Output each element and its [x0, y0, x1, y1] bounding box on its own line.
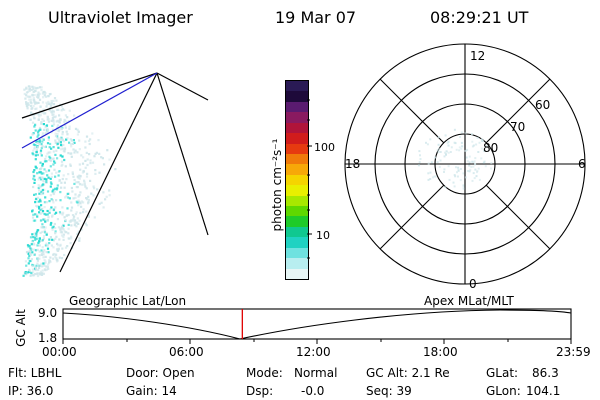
status-mode-value: Normal [294, 366, 338, 380]
status-glat-value: 86.3 [532, 366, 559, 380]
status-glat-label: GLat: [486, 366, 519, 380]
auroral-emission [22, 85, 117, 278]
colorbar-band [286, 195, 308, 207]
colorbar-band [286, 185, 308, 196]
color-scale-bar [285, 80, 309, 280]
status-dsp-label: Dsp: [246, 384, 274, 398]
colorbar-band [286, 216, 308, 227]
colorbar-band [286, 174, 308, 186]
status-seq: Seq: 39 [366, 384, 412, 398]
polar-label-6: 6 [578, 157, 586, 171]
status-ip: IP: 36.0 [8, 384, 54, 398]
polar-emission [417, 128, 493, 190]
date-readout: 19 Mar 07 [275, 8, 357, 27]
colorbar-band [286, 133, 308, 144]
colorbar-band [286, 247, 308, 259]
polar-label-18: 18 [345, 157, 360, 171]
status-glon-value: 104.1 [526, 384, 561, 398]
polar-label-60: 60 [535, 98, 550, 112]
fov-lines [21, 72, 209, 273]
status-filter: Flt: LBHL [8, 366, 62, 380]
altitude-curve [62, 309, 572, 340]
colorbar-band [286, 258, 308, 269]
timeline-left-label: Geographic Lat/Lon [69, 294, 187, 308]
terminator-line [21, 72, 158, 149]
polar-label-70: 70 [510, 120, 525, 134]
timeline-frame [62, 308, 572, 340]
colorbar-band [286, 164, 308, 175]
status-glon-label: GLon: [486, 384, 521, 398]
timeline-ytick-high: 9.0 [38, 306, 58, 320]
timeline-xtick-4: 23:59 [556, 345, 591, 359]
status-gc-alt: GC Alt: 2.1 Re [366, 366, 450, 380]
colorbar-tick-100: 100 [314, 141, 335, 154]
colorbar-band [286, 153, 308, 165]
polar-label-12: 12 [470, 49, 485, 63]
status-mode-label: Mode: [246, 366, 283, 380]
colorbar-tick-10: 10 [316, 229, 330, 242]
colorbar-band [286, 143, 308, 154]
timeline-xtick-1: 06:00 [169, 345, 204, 359]
status-dsp-value: -0.0 [301, 384, 325, 398]
colorbar-band [286, 81, 308, 92]
colorbar-band [286, 206, 308, 217]
time-readout: 08:29:21 UT [430, 8, 529, 27]
colorbar-band [286, 91, 308, 102]
colorbar-band [286, 226, 308, 238]
status-door: Door: Open [126, 366, 195, 380]
polar-diag [379, 78, 445, 144]
colorbar-band [286, 268, 308, 280]
timeline-xtick-0: 00:00 [42, 345, 77, 359]
colorbar-band [286, 101, 308, 113]
timeline-ytick-low: 1.8 [38, 331, 58, 345]
status-gain: Gain: 14 [126, 384, 177, 398]
colorbar-band [286, 237, 308, 248]
colorbar-band [286, 112, 308, 123]
polar-label-80: 80 [483, 141, 498, 155]
app-title: Ultraviolet Imager [48, 8, 193, 27]
polar-label-0: 0 [469, 277, 477, 291]
colorbar-band [286, 122, 308, 134]
timeline-xtick-2: 12:00 [296, 345, 331, 359]
timeline-xtick-3: 18:00 [423, 345, 458, 359]
timeline-right-label: Apex MLat/MLT [424, 294, 514, 308]
